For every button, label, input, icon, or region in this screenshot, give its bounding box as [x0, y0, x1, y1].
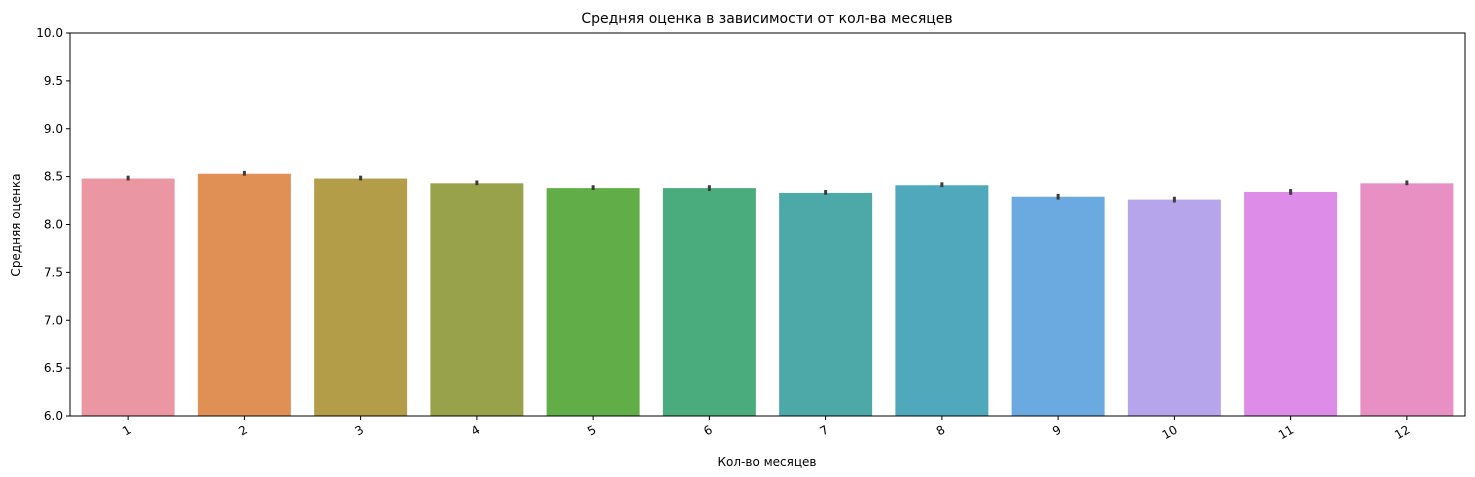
- chart-title: Средняя оценка в зависимости от кол-ва м…: [581, 11, 952, 27]
- y-tick-label: 6.5: [44, 361, 63, 375]
- x-axis-label: Кол-во месяцев: [718, 455, 817, 469]
- bar: [1011, 196, 1105, 416]
- y-tick-label: 7.5: [44, 265, 63, 279]
- bar: [81, 178, 175, 416]
- x-tick-label: 10: [1160, 422, 1180, 442]
- axes-frame: [69, 32, 1466, 417]
- bar: [314, 178, 408, 416]
- x-tick-label: 12: [1392, 422, 1412, 442]
- y-axis-label: Средняя оценка: [9, 173, 23, 276]
- y-tick-label: 10.0: [36, 26, 63, 40]
- x-tick-label: 6: [701, 422, 715, 438]
- x-tick-label: 8: [934, 422, 948, 438]
- bar: [1360, 183, 1454, 416]
- bar: [779, 192, 873, 416]
- y-tick-label: 7.0: [44, 313, 63, 327]
- bar: [546, 188, 640, 416]
- x-tick-label: 1: [120, 422, 134, 438]
- plot-area: 6.06.57.07.58.08.59.09.510.01 2 3 4 5 6 7 8 9 10 1…: [36, 26, 1466, 442]
- x-tick-label: 7: [818, 422, 832, 438]
- bar: [430, 183, 524, 416]
- x-tick-label: 3: [353, 422, 367, 438]
- y-tick-label: 6.0: [44, 409, 63, 423]
- bar: [1127, 199, 1221, 416]
- x-tick-label: 2: [236, 422, 250, 438]
- bar: [895, 185, 989, 416]
- x-tick-label: 9: [1050, 422, 1064, 438]
- x-tick-label: 5: [585, 422, 599, 438]
- bar: [662, 188, 756, 416]
- bar: [1244, 191, 1338, 416]
- y-tick-label: 8.0: [44, 218, 63, 232]
- y-tick-label: 9.0: [44, 122, 63, 136]
- x-tick-label: 11: [1276, 422, 1296, 442]
- x-tick-label: 4: [469, 422, 483, 438]
- bar: [197, 173, 291, 416]
- y-tick-label: 9.5: [44, 74, 63, 88]
- y-tick-label: 8.5: [44, 170, 63, 184]
